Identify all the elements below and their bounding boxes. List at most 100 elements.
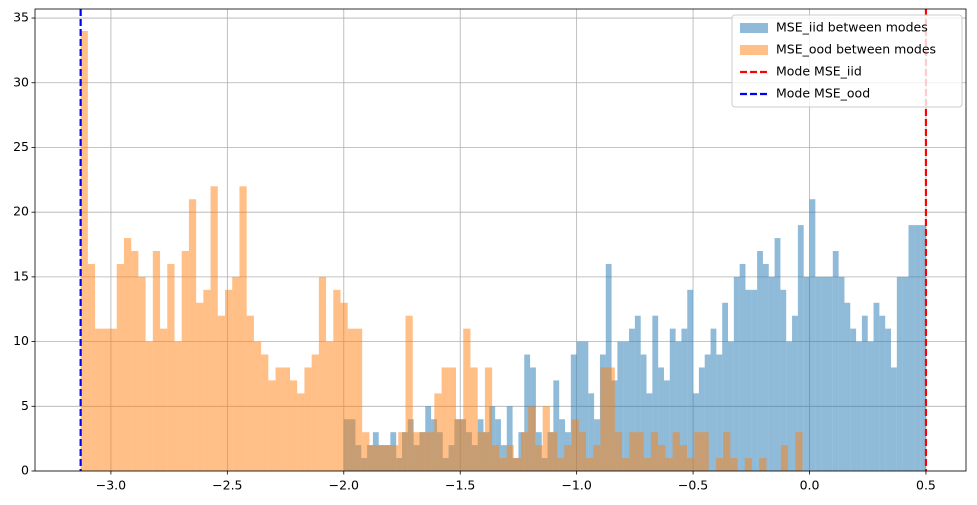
bar [694, 432, 702, 471]
bar [524, 354, 531, 471]
bar [687, 458, 695, 471]
bar [528, 406, 536, 471]
bar [513, 458, 521, 471]
bar [797, 225, 804, 471]
bar [658, 445, 666, 471]
bar [116, 263, 124, 471]
bar [484, 367, 493, 471]
bar [902, 276, 909, 471]
bar [160, 328, 168, 471]
bar [634, 315, 641, 471]
bar [275, 367, 283, 471]
bar [879, 315, 886, 471]
bar [419, 432, 428, 471]
bar [362, 432, 370, 471]
bar [636, 432, 644, 471]
bar [232, 276, 240, 471]
bar [652, 315, 659, 471]
bar [477, 432, 485, 471]
bar [297, 393, 305, 471]
bar [920, 225, 926, 471]
bar [434, 393, 442, 471]
bar [188, 199, 197, 471]
bar [217, 315, 226, 471]
bar [607, 367, 615, 471]
bar [542, 406, 550, 471]
bar [650, 432, 659, 471]
bar [759, 458, 767, 471]
legend-swatch [740, 45, 768, 55]
bar [815, 276, 822, 471]
bar [268, 380, 276, 471]
bar [585, 458, 594, 471]
bar [131, 251, 139, 471]
bar [347, 328, 355, 471]
bar [780, 445, 789, 471]
bar [832, 251, 839, 471]
bar [663, 380, 670, 471]
bar [751, 289, 758, 471]
bar [733, 276, 740, 471]
bar [693, 393, 699, 471]
bar [506, 406, 513, 471]
x-tick-label: −0.5 [678, 478, 708, 493]
bar [152, 251, 161, 471]
bar [578, 432, 586, 471]
legend-label: Mode MSE_iid [776, 64, 862, 79]
bar [506, 445, 514, 471]
y-tick-label: 10 [13, 333, 29, 348]
bar [675, 341, 682, 471]
bar [629, 432, 637, 471]
bar [701, 432, 709, 471]
bar [340, 302, 348, 471]
bar [593, 445, 601, 471]
bar [427, 432, 435, 471]
bar [289, 380, 298, 471]
bar [354, 328, 363, 471]
bar [210, 186, 218, 471]
bar [710, 328, 717, 471]
bar [821, 276, 827, 471]
bar [643, 458, 651, 471]
bar [463, 328, 471, 471]
bar [174, 341, 182, 471]
y-tick-label: 0 [21, 463, 29, 478]
bar [499, 458, 507, 471]
bar [744, 458, 752, 471]
bar [774, 238, 781, 471]
bar [885, 328, 892, 471]
bar [891, 367, 897, 471]
bar [261, 354, 269, 471]
bar [826, 276, 833, 471]
bar [102, 328, 110, 471]
bar [622, 458, 630, 471]
bar [588, 393, 595, 471]
bar [861, 315, 868, 471]
bar [398, 432, 406, 471]
bar [762, 263, 769, 471]
x-tick-label: 0.5 [916, 478, 936, 493]
bar [239, 186, 247, 471]
bar [757, 251, 763, 471]
y-tick-label: 5 [21, 398, 29, 413]
bar [109, 328, 117, 471]
bar [867, 341, 874, 471]
bar [896, 276, 903, 471]
bar [722, 302, 729, 471]
x-tick-label: −2.5 [212, 478, 242, 493]
y-tick-label: 25 [13, 139, 29, 154]
bar [246, 315, 254, 471]
bar [167, 263, 175, 471]
bar [844, 302, 851, 471]
y-tick-label: 15 [13, 268, 29, 283]
bar [908, 225, 915, 471]
y-tick-label: 35 [13, 10, 29, 25]
bar [138, 276, 146, 471]
bar [571, 419, 579, 471]
y-tick-label: 20 [13, 204, 29, 219]
bar [549, 432, 558, 471]
bar [520, 432, 529, 471]
bar [679, 445, 688, 471]
legend-label: Mode MSE_ood [776, 86, 870, 101]
